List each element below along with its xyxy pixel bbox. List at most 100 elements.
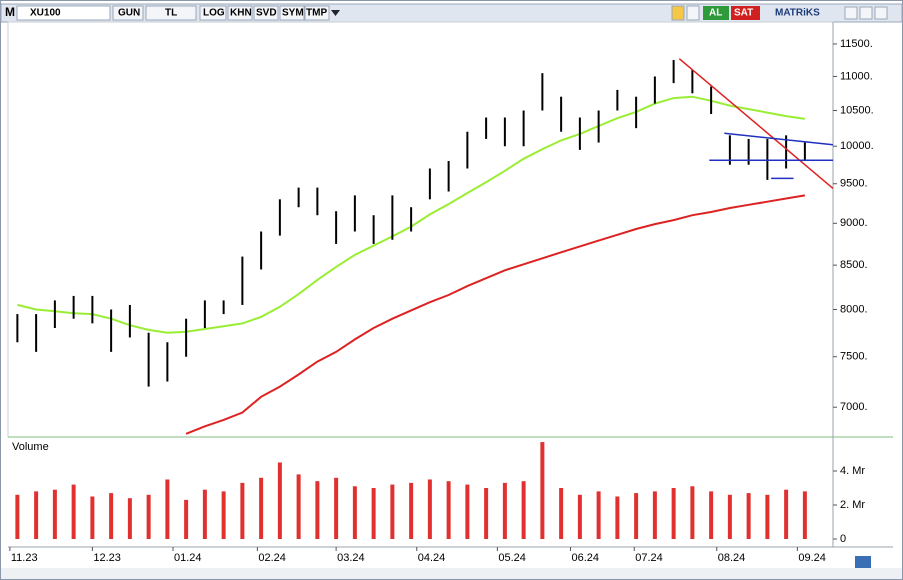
symbol-box[interactable]	[16, 5, 111, 21]
scroll-button[interactable]	[855, 556, 871, 570]
button-label: KHN	[230, 8, 252, 19]
volume-bar	[802, 491, 807, 539]
volume-bar	[615, 496, 620, 539]
button-label: TMP	[306, 8, 327, 19]
x-tick-label: 02.24	[258, 552, 286, 564]
y-tick-label: 4. Mr	[840, 465, 865, 477]
volume-bar	[559, 487, 564, 539]
button[interactable]	[279, 5, 305, 21]
volume-bar	[409, 482, 414, 539]
sell-button[interactable]	[731, 6, 760, 20]
volume-bar	[34, 491, 39, 539]
y-tick-label: 10000.	[840, 140, 874, 152]
volume-bar	[690, 486, 695, 539]
x-tick-label: 06.24	[572, 552, 600, 564]
volume-bar	[259, 477, 264, 539]
volume-bar	[296, 474, 301, 539]
y-tick-label: 10500.	[840, 104, 874, 116]
volume-bar	[427, 479, 432, 539]
y-tick-label: 7000.	[840, 401, 868, 413]
trendline	[678, 58, 834, 189]
volume-bar	[52, 489, 57, 539]
button-label: TL	[165, 8, 177, 19]
x-tick-label: 09.24	[798, 552, 826, 564]
volume-bar	[315, 481, 320, 539]
volume-bar	[371, 487, 376, 539]
x-tick-label: 11.23	[11, 552, 38, 564]
volume-bar	[334, 477, 339, 539]
button-label: SYM	[282, 8, 304, 19]
x-tick-label: 05.24	[498, 552, 526, 564]
button-label: GUN	[118, 8, 140, 19]
y-tick-label: 2. Mr	[840, 499, 865, 511]
volume-bar	[634, 493, 639, 539]
icon[interactable]	[686, 5, 700, 21]
y-tick-label: 8500.	[840, 259, 868, 271]
volume-bar	[165, 479, 170, 539]
volume-bar	[502, 482, 507, 539]
y-tick-label: 8000.	[840, 303, 868, 315]
volume-bar	[746, 493, 751, 539]
button[interactable]	[112, 5, 144, 21]
volume-bar	[540, 442, 545, 539]
button-label: SVD	[256, 8, 277, 19]
symbol: XU100	[30, 8, 61, 19]
volume-bar	[109, 493, 114, 539]
y-tick-label: 11500.	[840, 38, 873, 50]
window-button[interactable]	[844, 6, 858, 20]
volume-bar	[784, 489, 789, 539]
icon[interactable]	[671, 5, 685, 21]
volume-bar	[15, 494, 20, 539]
brand: MATRiKS	[775, 8, 820, 19]
buy-label: AL	[709, 8, 722, 19]
volume-bar	[184, 499, 189, 539]
panel-title: Volume	[12, 441, 49, 453]
volume-bar	[577, 494, 582, 539]
button[interactable]	[253, 5, 279, 21]
buy-button[interactable]	[703, 6, 729, 20]
volume-bar	[521, 481, 526, 539]
button[interactable]	[145, 5, 197, 21]
window-button[interactable]	[859, 6, 873, 20]
x-tick-label: 07.24	[635, 552, 663, 564]
trendline	[724, 132, 834, 146]
volume-bar	[277, 462, 282, 539]
y-tick-label: 0	[840, 533, 846, 545]
volume-bar	[465, 484, 470, 539]
sell-label: SAT	[734, 8, 753, 19]
volume-bar	[484, 487, 489, 539]
volume-bar	[446, 481, 451, 539]
volume-bar	[390, 484, 395, 539]
x-tick-label: 04.24	[418, 552, 446, 564]
volume-bar	[352, 486, 357, 539]
app-mark: M	[5, 5, 15, 19]
x-tick-label: 01.24	[174, 552, 202, 564]
button[interactable]	[227, 5, 253, 21]
volume-bar	[709, 491, 714, 539]
volume-bar	[652, 491, 657, 539]
volume-bar	[596, 491, 601, 539]
volume-bar	[240, 482, 245, 539]
button[interactable]	[304, 5, 330, 21]
button[interactable]	[199, 5, 227, 21]
volume-bar	[765, 494, 770, 539]
dropdown-arrow[interactable]	[331, 10, 340, 16]
window-button[interactable]	[874, 6, 888, 20]
x-tick-label: 03.24	[337, 552, 365, 564]
volume-bar	[221, 491, 226, 539]
x-tick-label: 08.24	[718, 552, 746, 564]
y-tick-label: 7500.	[840, 351, 868, 363]
x-tick-label: 12.23	[93, 552, 121, 564]
volume-bar	[90, 496, 95, 539]
volume-bar	[202, 489, 207, 539]
scrollbar[interactable]	[1, 568, 902, 579]
volume-bar	[671, 487, 676, 539]
y-tick-label: 9000.	[840, 217, 868, 229]
toolbar: M XU100 GUN TL LOG KHN SVD SYM TMP AL SA…	[0, 3, 903, 23]
volume-bar	[727, 494, 732, 539]
button-label: LOG	[203, 8, 225, 19]
y-tick-label: 9500.	[840, 178, 868, 190]
y-tick-label: 11000.	[840, 70, 873, 82]
